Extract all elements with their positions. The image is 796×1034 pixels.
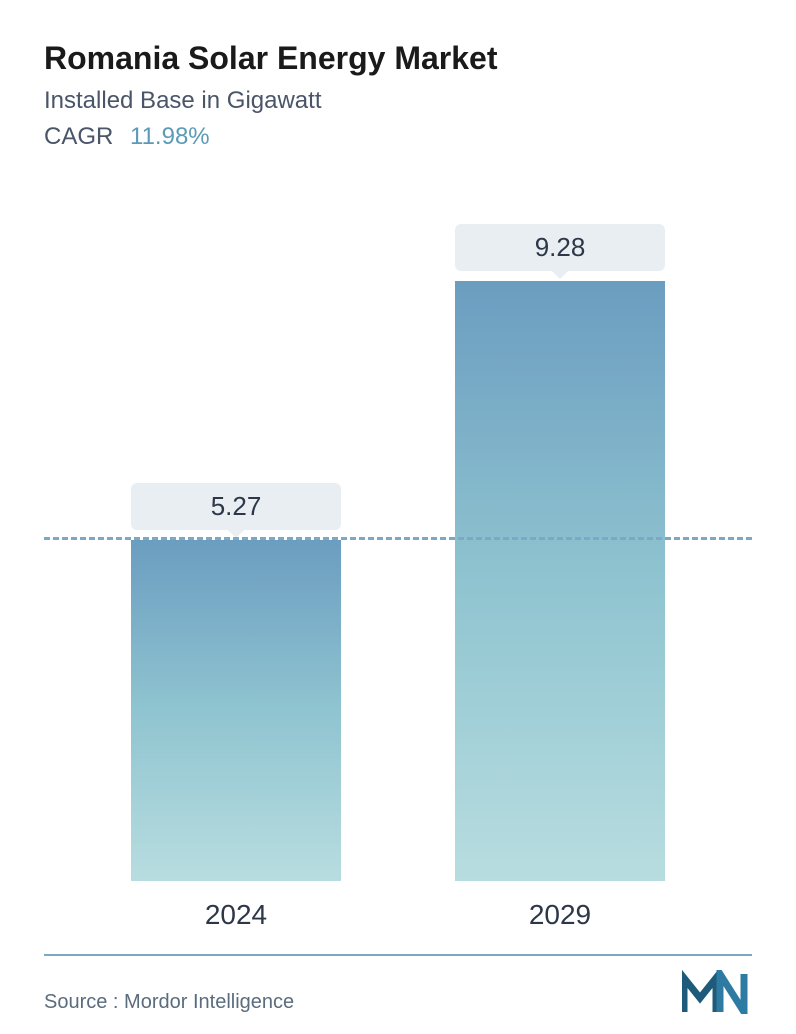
bar-value-label: 9.28 xyxy=(455,224,665,271)
x-axis-label: 2029 xyxy=(450,899,670,931)
chart-container: Romania Solar Energy Market Installed Ba… xyxy=(0,0,796,1034)
bar xyxy=(455,281,665,881)
chart-title: Romania Solar Energy Market xyxy=(44,40,752,77)
cagr-label: CAGR xyxy=(44,123,113,150)
cagr-line: CAGR 11.98% xyxy=(44,123,752,151)
bar-value-label: 5.27 xyxy=(131,483,341,530)
chart-footer: Source : Mordor Intelligence xyxy=(44,954,752,1014)
source-name: Mordor Intelligence xyxy=(124,991,294,1013)
bar-group: 9.28 xyxy=(450,224,670,881)
bars-wrapper: 5.27 9.28 xyxy=(44,201,752,881)
reference-line xyxy=(44,537,752,540)
bar-group: 5.27 xyxy=(126,483,346,881)
x-axis-label: 2024 xyxy=(126,899,346,931)
x-axis-labels: 2024 2029 xyxy=(44,881,752,931)
mordor-logo-icon xyxy=(682,970,752,1014)
bar xyxy=(131,540,341,881)
chart-area: 5.27 9.28 xyxy=(44,201,752,881)
chart-subtitle: Installed Base in Gigawatt xyxy=(44,87,752,115)
cagr-value: 11.98% xyxy=(130,123,210,150)
source-label: Source : xyxy=(44,991,118,1013)
source-text: Source : Mordor Intelligence xyxy=(44,991,294,1014)
